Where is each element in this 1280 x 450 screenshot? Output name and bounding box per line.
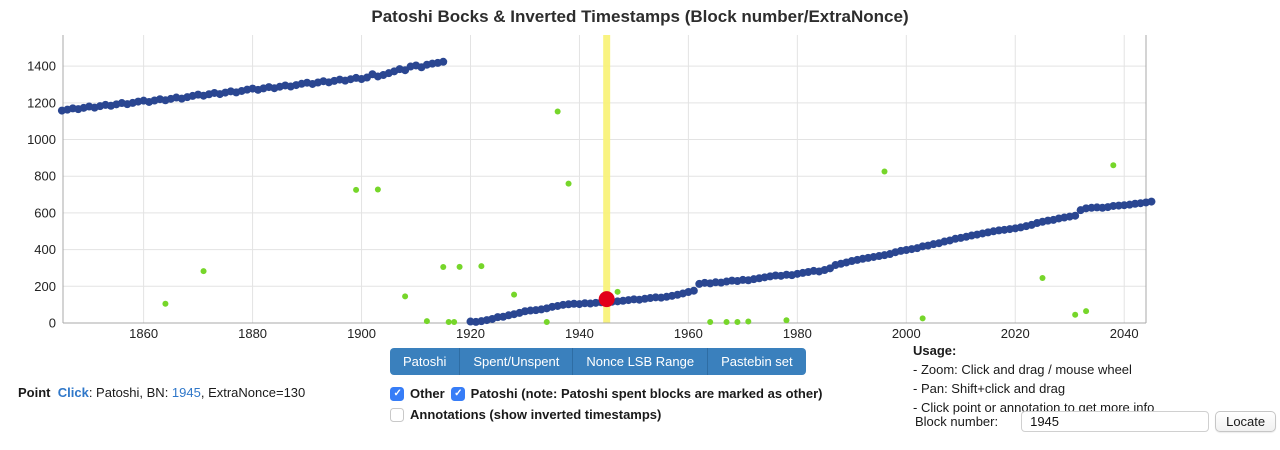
y-tick-label: 0 xyxy=(49,316,56,331)
other-point[interactable] xyxy=(745,318,752,325)
other-point[interactable] xyxy=(1110,162,1117,169)
patoshi-button[interactable]: Patoshi xyxy=(390,348,461,375)
spent-unspent-button[interactable]: Spent/Unspent xyxy=(460,348,574,375)
x-tick-label: 1980 xyxy=(783,326,812,340)
x-tick-label: 1860 xyxy=(129,326,158,340)
y-tick-label: 1000 xyxy=(27,132,56,147)
other-point[interactable] xyxy=(440,264,447,271)
other-point[interactable] xyxy=(451,319,458,325)
other-point[interactable] xyxy=(543,319,550,325)
patoshi-checkbox-label: Patoshi (note: Patoshi spent blocks are … xyxy=(470,386,823,401)
chart-title: Patoshi Bocks & Inverted Timestamps (Blo… xyxy=(371,7,909,26)
point-click-suffix: , ExtraNonce=130 xyxy=(200,385,306,400)
nonce-lsb-range-button[interactable]: Nonce LSB Range xyxy=(573,348,709,375)
other-point[interactable] xyxy=(554,108,561,115)
block-number-label: Block number: xyxy=(915,414,999,429)
usage-line-zoom: - Zoom: Click and drag / mouse wheel xyxy=(913,362,1132,377)
point-click-mid: : Patoshi, BN: xyxy=(88,385,172,400)
y-tick-label: 600 xyxy=(34,205,56,220)
other-point[interactable] xyxy=(881,168,888,175)
usage-line-pan: - Pan: Shift+click and drag xyxy=(913,381,1066,396)
patoshi-point[interactable] xyxy=(689,286,698,295)
x-tick-label: 2040 xyxy=(1110,326,1139,340)
x-tick-label: 1960 xyxy=(674,326,703,340)
other-point[interactable] xyxy=(1083,308,1090,315)
y-tick-label: 1200 xyxy=(27,95,56,110)
other-point[interactable] xyxy=(511,291,518,298)
x-tick-label: 1940 xyxy=(565,326,594,340)
other-point[interactable] xyxy=(200,268,207,275)
x-tick-label: 1920 xyxy=(456,326,485,340)
other-checkbox[interactable] xyxy=(390,386,404,401)
x-tick-label: 2000 xyxy=(892,326,921,340)
usage-help: Usage: - Zoom: Click and drag / mouse wh… xyxy=(913,341,1154,417)
other-point[interactable] xyxy=(445,319,452,325)
other-point[interactable] xyxy=(423,318,430,325)
other-point[interactable] xyxy=(162,300,169,307)
highlight-line[interactable] xyxy=(603,35,611,323)
scatter-chart[interactable]: 0 200 400 600 800 1000 1200 1400 1860 1880 1900 192… xyxy=(0,0,1280,340)
click-link[interactable]: Click xyxy=(57,385,89,400)
patoshi-checkbox[interactable] xyxy=(450,386,465,401)
block-number-link[interactable]: 1945 xyxy=(171,385,201,400)
annotations-checkbox[interactable] xyxy=(390,407,404,422)
y-tick-label: 800 xyxy=(34,169,56,184)
other-point[interactable] xyxy=(565,180,572,187)
patoshi-point[interactable] xyxy=(1147,197,1156,206)
x-tick-label: 1900 xyxy=(347,326,376,340)
y-tick-label: 400 xyxy=(34,242,56,257)
other-point[interactable] xyxy=(919,315,926,322)
checkbox-row-1: Other Patoshi (note: Patoshi spent block… xyxy=(390,386,822,401)
x-tick-label: 2020 xyxy=(1001,326,1030,340)
patoshi-point[interactable] xyxy=(439,57,448,66)
point-click-prefix: Point xyxy=(18,385,51,400)
other-point[interactable] xyxy=(353,186,360,193)
dataset-button-group: Patoshi Spent/Unspent Nonce LSB Range Pa… xyxy=(390,348,806,375)
other-checkbox-label: Other xyxy=(410,386,445,401)
point-click-status: Point Click: Patoshi, BN: 1945, ExtraNon… xyxy=(18,385,305,400)
other-point[interactable] xyxy=(707,319,714,325)
other-point[interactable] xyxy=(456,263,463,270)
locate-button[interactable]: Locate xyxy=(1215,411,1277,432)
other-point[interactable] xyxy=(783,317,790,324)
pastebin-set-button[interactable]: Pastebin set xyxy=(708,348,806,375)
x-tick-label: 1880 xyxy=(238,326,267,340)
block-number-input[interactable] xyxy=(1021,411,1210,432)
usage-heading: Usage: xyxy=(913,343,957,358)
other-point[interactable] xyxy=(614,288,621,295)
other-point[interactable] xyxy=(1039,275,1046,282)
other-point[interactable] xyxy=(374,186,381,193)
other-point[interactable] xyxy=(478,263,485,270)
block-locator: Block number: Locate xyxy=(915,411,1277,432)
y-tick-label: 200 xyxy=(34,279,56,294)
patoshi-point[interactable] xyxy=(1071,211,1080,220)
checkbox-row-2: Annotations (show inverted timestamps) xyxy=(390,407,661,422)
other-point[interactable] xyxy=(734,319,741,325)
other-point[interactable] xyxy=(1072,311,1079,318)
annotations-checkbox-label: Annotations (show inverted timestamps) xyxy=(410,407,662,422)
y-tick-label: 1400 xyxy=(27,59,56,74)
other-point[interactable] xyxy=(723,319,730,325)
selected-point[interactable] xyxy=(598,291,615,308)
other-point[interactable] xyxy=(402,293,409,300)
